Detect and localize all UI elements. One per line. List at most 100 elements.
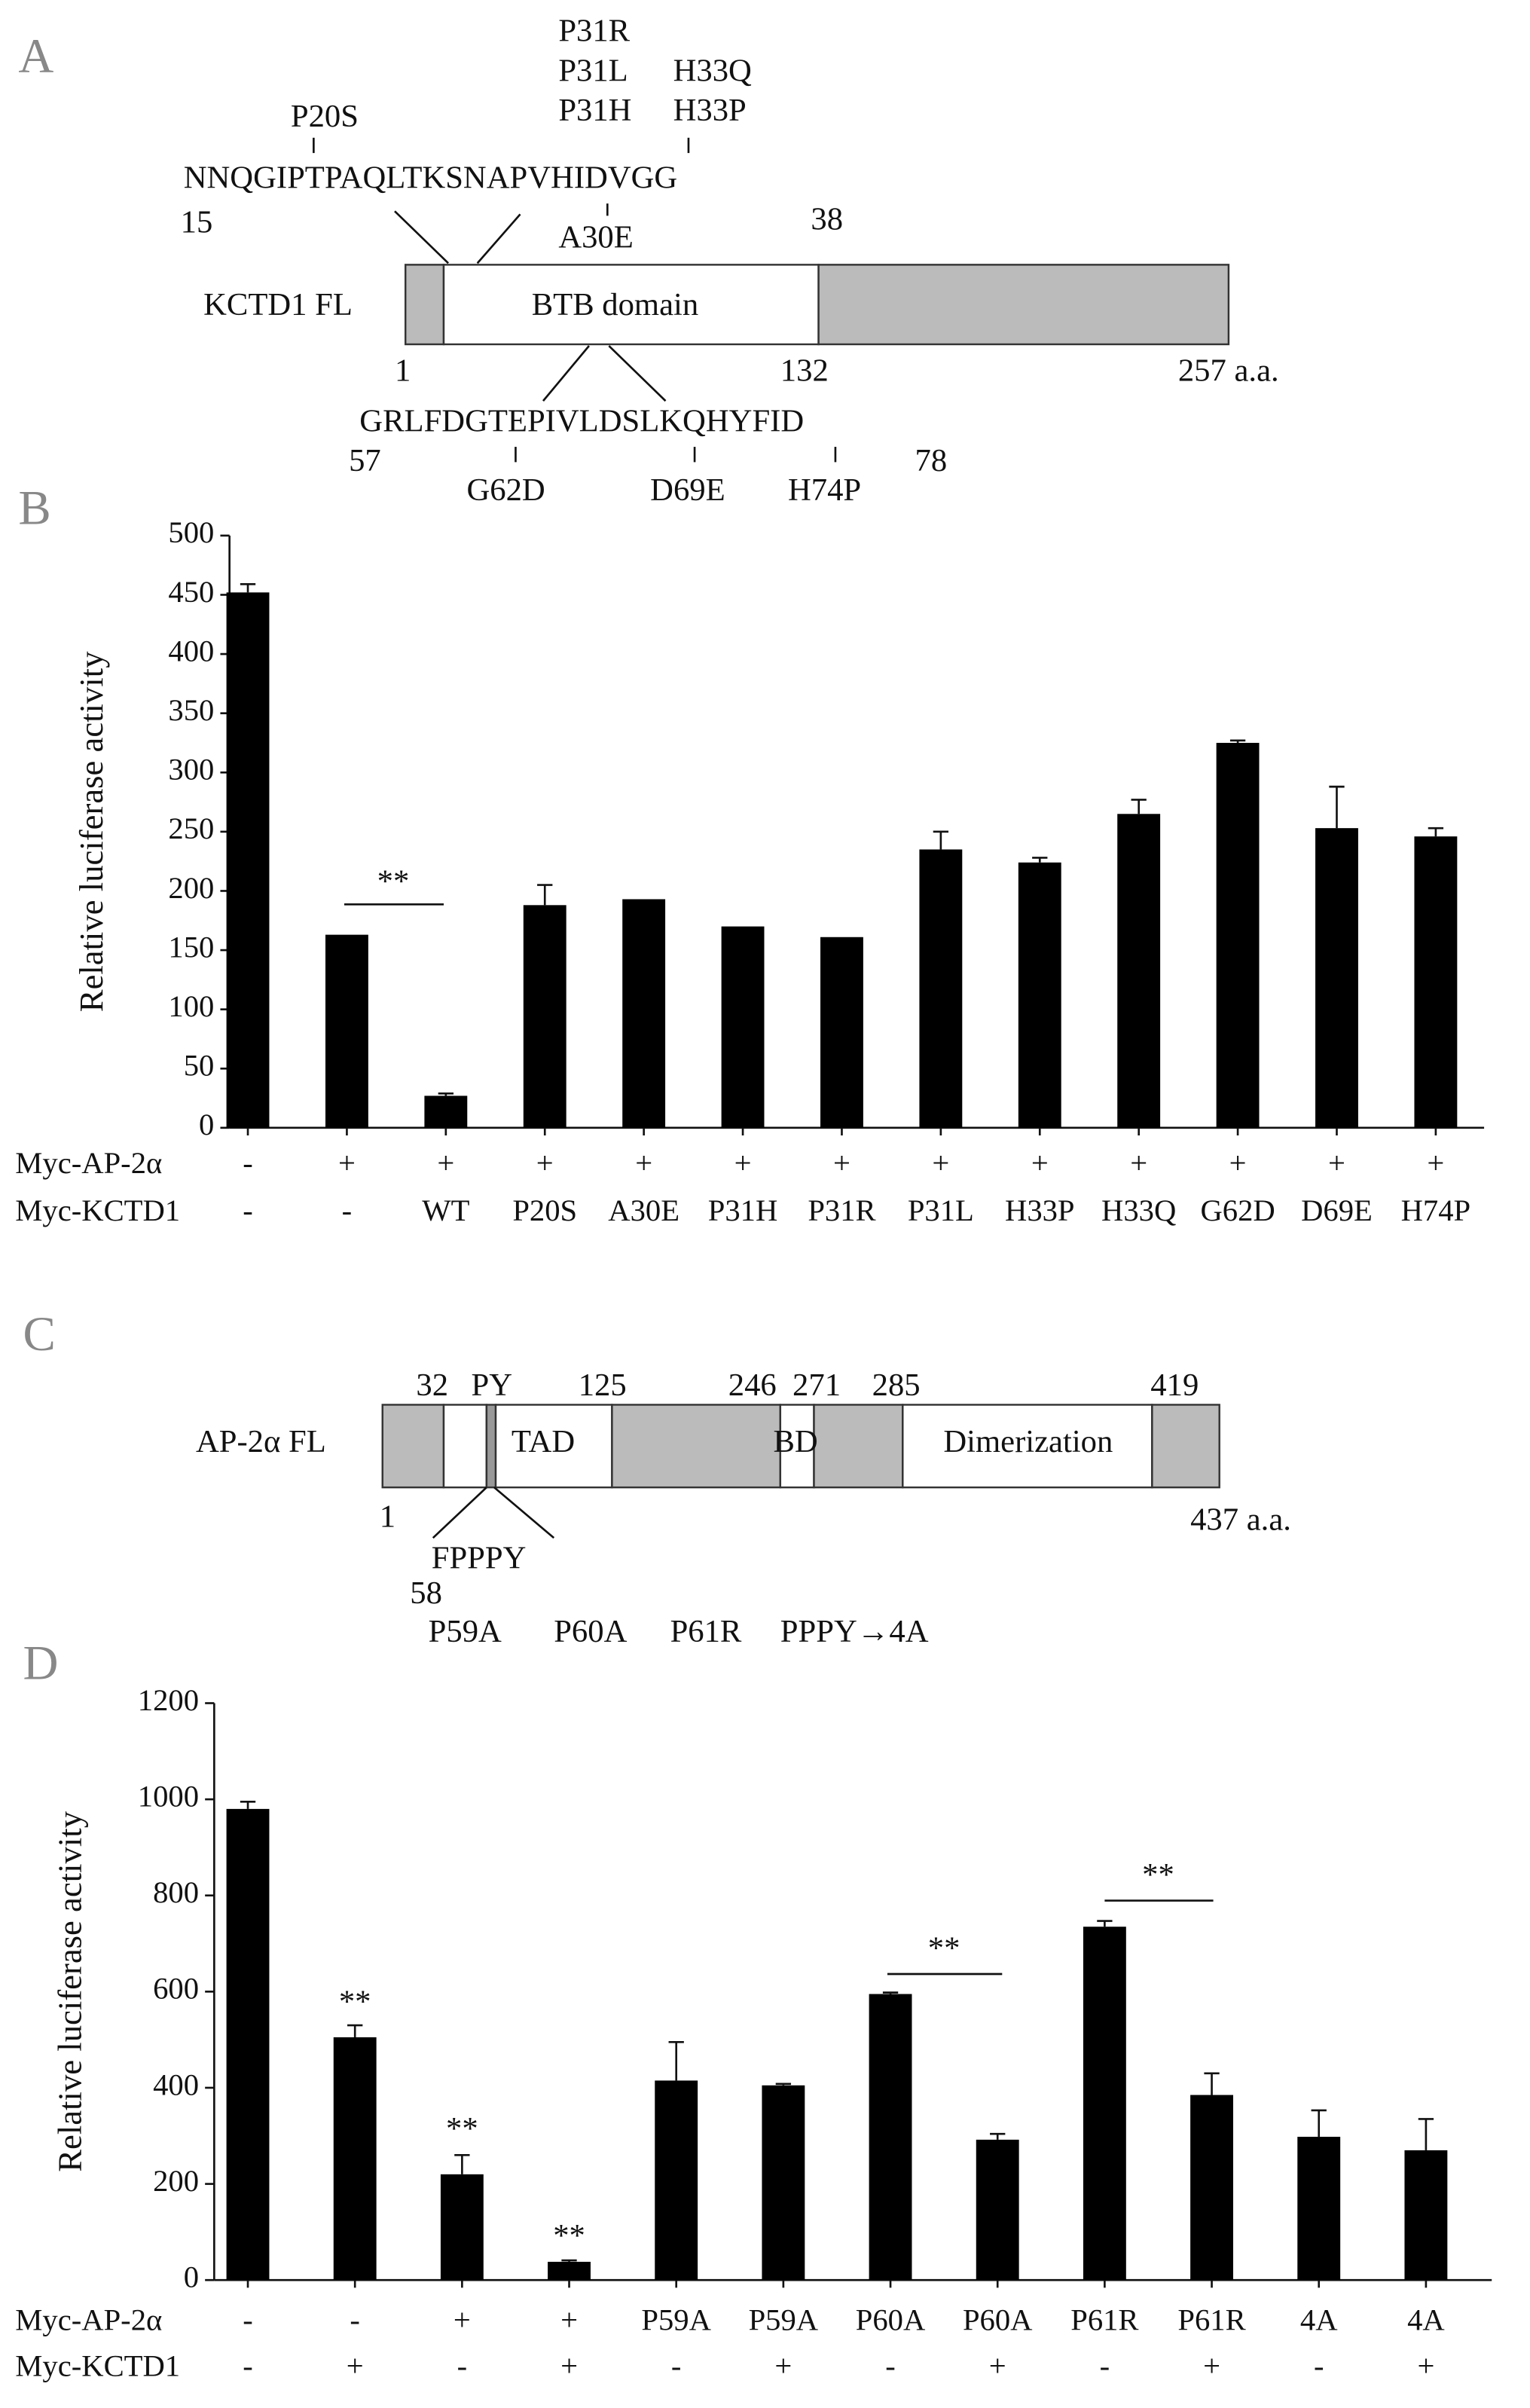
sequence: GRLFDGTEPIVLDSLKQHYFID [359, 403, 804, 439]
row-label: Myc-AP-2α [15, 2303, 162, 2336]
row-value: 4A [1407, 2303, 1445, 2336]
row-value: P61R [1177, 2303, 1246, 2336]
domain-box [611, 1404, 782, 1489]
significance-label: ** [339, 1984, 371, 2019]
row-value: A30E [608, 1193, 679, 1227]
row-value: P31H [708, 1193, 778, 1227]
error-bar [668, 2041, 684, 2081]
y-tick-label: 100 [168, 989, 214, 1023]
y-tick-label: 500 [168, 515, 214, 549]
row-value: + [635, 1146, 652, 1180]
y-tick-label: 350 [168, 693, 214, 727]
position: 1 [395, 353, 411, 388]
bar [226, 592, 270, 1128]
bar [548, 2261, 591, 2281]
y-tick-label: 0 [199, 1108, 214, 1141]
row-value: + [1203, 2348, 1220, 2382]
row-value: P60A [963, 2303, 1033, 2336]
row-value: + [774, 2348, 792, 2382]
bar [820, 937, 863, 1128]
position: 57 [349, 443, 381, 478]
position: PY [472, 1367, 513, 1403]
domain-label: BTB domain [532, 287, 698, 322]
error-bar [1229, 739, 1246, 743]
row-value: - [243, 1146, 253, 1180]
mutation-label: G62D [466, 472, 545, 508]
y-tick-label: 200 [168, 871, 214, 905]
row-value: + [1031, 1146, 1049, 1180]
row-value: + [734, 1146, 752, 1180]
mutation-label: H33P [673, 93, 747, 128]
y-tick-label: 50 [184, 1049, 215, 1083]
row-label: Myc-KCTD1 [15, 1193, 180, 1227]
row-label: Myc-AP-2α [15, 1146, 162, 1180]
domain-label: BD [773, 1424, 817, 1459]
y-tick-label: 250 [168, 811, 214, 845]
row-value: - [1100, 2348, 1110, 2382]
position: 271 [792, 1367, 841, 1403]
error-bar [775, 2083, 792, 2086]
error-bar [1204, 2072, 1220, 2095]
row-value: P61R [1070, 2303, 1139, 2336]
domain-label: TAD [512, 1424, 575, 1459]
row-value: + [1229, 1146, 1247, 1180]
bar [1297, 2137, 1341, 2281]
significance-label: ** [553, 2218, 585, 2254]
error-bar [1329, 785, 1345, 829]
error-bar [933, 830, 949, 850]
error-bar [1131, 799, 1147, 814]
bar [1018, 862, 1061, 1128]
row-value: - [243, 2348, 253, 2382]
y-axis-label: Relative luciferase activity [72, 651, 110, 1012]
significance-label: ** [377, 864, 410, 900]
y-tick-label: 400 [168, 634, 214, 668]
connector [542, 345, 590, 402]
panel-label: C [23, 1307, 55, 1361]
error-bar [240, 582, 256, 593]
domain-box [442, 1404, 488, 1489]
bar [440, 2174, 484, 2281]
row-value: + [347, 2348, 364, 2382]
position: 78 [915, 443, 948, 478]
connector [432, 1487, 487, 1539]
row-value: - [671, 2348, 682, 2382]
position: 15 [181, 204, 213, 240]
error-bar [882, 1991, 899, 1994]
bar [655, 2080, 698, 2281]
connector [476, 213, 521, 264]
position: 1 [380, 1499, 395, 1535]
row-value: WT [422, 1193, 469, 1227]
domain-box [485, 1404, 497, 1489]
bar [1083, 1927, 1126, 2281]
row-value: - [1314, 2348, 1324, 2382]
y-tick-label: 1000 [138, 1779, 199, 1813]
y-tick-label: 1200 [138, 1683, 199, 1717]
y-tick-label: 0 [184, 2260, 199, 2294]
y-tick-label: 600 [153, 1972, 199, 2006]
mutation-label: P31R [558, 13, 630, 48]
y-tick-label: 800 [153, 1875, 199, 1909]
mutation-label: P20S [291, 99, 359, 134]
bar [622, 899, 666, 1128]
position: 285 [872, 1367, 921, 1403]
bar [226, 1808, 270, 2281]
position: 38 [811, 201, 843, 237]
row-value: H33Q [1101, 1193, 1176, 1227]
panel-label: B [18, 481, 50, 535]
position: 257 a.a. [1178, 353, 1279, 388]
row-value: 4A [1300, 2303, 1338, 2336]
panel-label: D [23, 1636, 58, 1691]
bar [919, 849, 963, 1128]
connector [608, 345, 667, 402]
mutation-label: H74P [788, 472, 861, 508]
domain-box [381, 1404, 445, 1489]
mutation-label: A30E [558, 220, 633, 255]
mutation-label: D69E [650, 472, 725, 508]
row-value: G62D [1200, 1193, 1275, 1227]
y-tick-label: 300 [168, 753, 214, 787]
mutation-label: P31H [558, 93, 631, 128]
row-value: P59A [749, 2303, 819, 2336]
position: 32 [416, 1367, 448, 1403]
